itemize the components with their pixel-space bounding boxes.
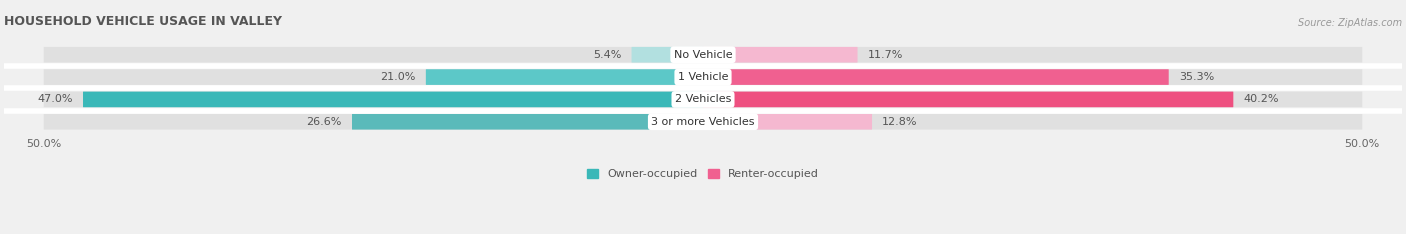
Text: 12.8%: 12.8% [883,117,918,127]
Text: 11.7%: 11.7% [868,50,903,60]
Text: 40.2%: 40.2% [1243,95,1279,104]
Legend: Owner-occupied, Renter-occupied: Owner-occupied, Renter-occupied [582,165,824,184]
FancyBboxPatch shape [703,47,858,62]
Text: 5.4%: 5.4% [593,50,621,60]
FancyBboxPatch shape [703,91,1233,107]
FancyBboxPatch shape [44,114,1362,130]
FancyBboxPatch shape [703,114,872,130]
FancyBboxPatch shape [44,91,1362,107]
FancyBboxPatch shape [631,47,703,62]
Text: 26.6%: 26.6% [307,117,342,127]
Text: No Vehicle: No Vehicle [673,50,733,60]
Text: HOUSEHOLD VEHICLE USAGE IN VALLEY: HOUSEHOLD VEHICLE USAGE IN VALLEY [4,15,283,28]
Text: 21.0%: 21.0% [380,72,416,82]
Text: 2 Vehicles: 2 Vehicles [675,95,731,104]
FancyBboxPatch shape [703,69,1168,85]
FancyBboxPatch shape [352,114,703,130]
Text: 1 Vehicle: 1 Vehicle [678,72,728,82]
FancyBboxPatch shape [44,47,1362,62]
Text: Source: ZipAtlas.com: Source: ZipAtlas.com [1298,18,1402,28]
Text: 47.0%: 47.0% [37,95,73,104]
FancyBboxPatch shape [83,91,703,107]
Text: 3 or more Vehicles: 3 or more Vehicles [651,117,755,127]
FancyBboxPatch shape [426,69,703,85]
Text: 35.3%: 35.3% [1180,72,1215,82]
FancyBboxPatch shape [44,69,1362,85]
